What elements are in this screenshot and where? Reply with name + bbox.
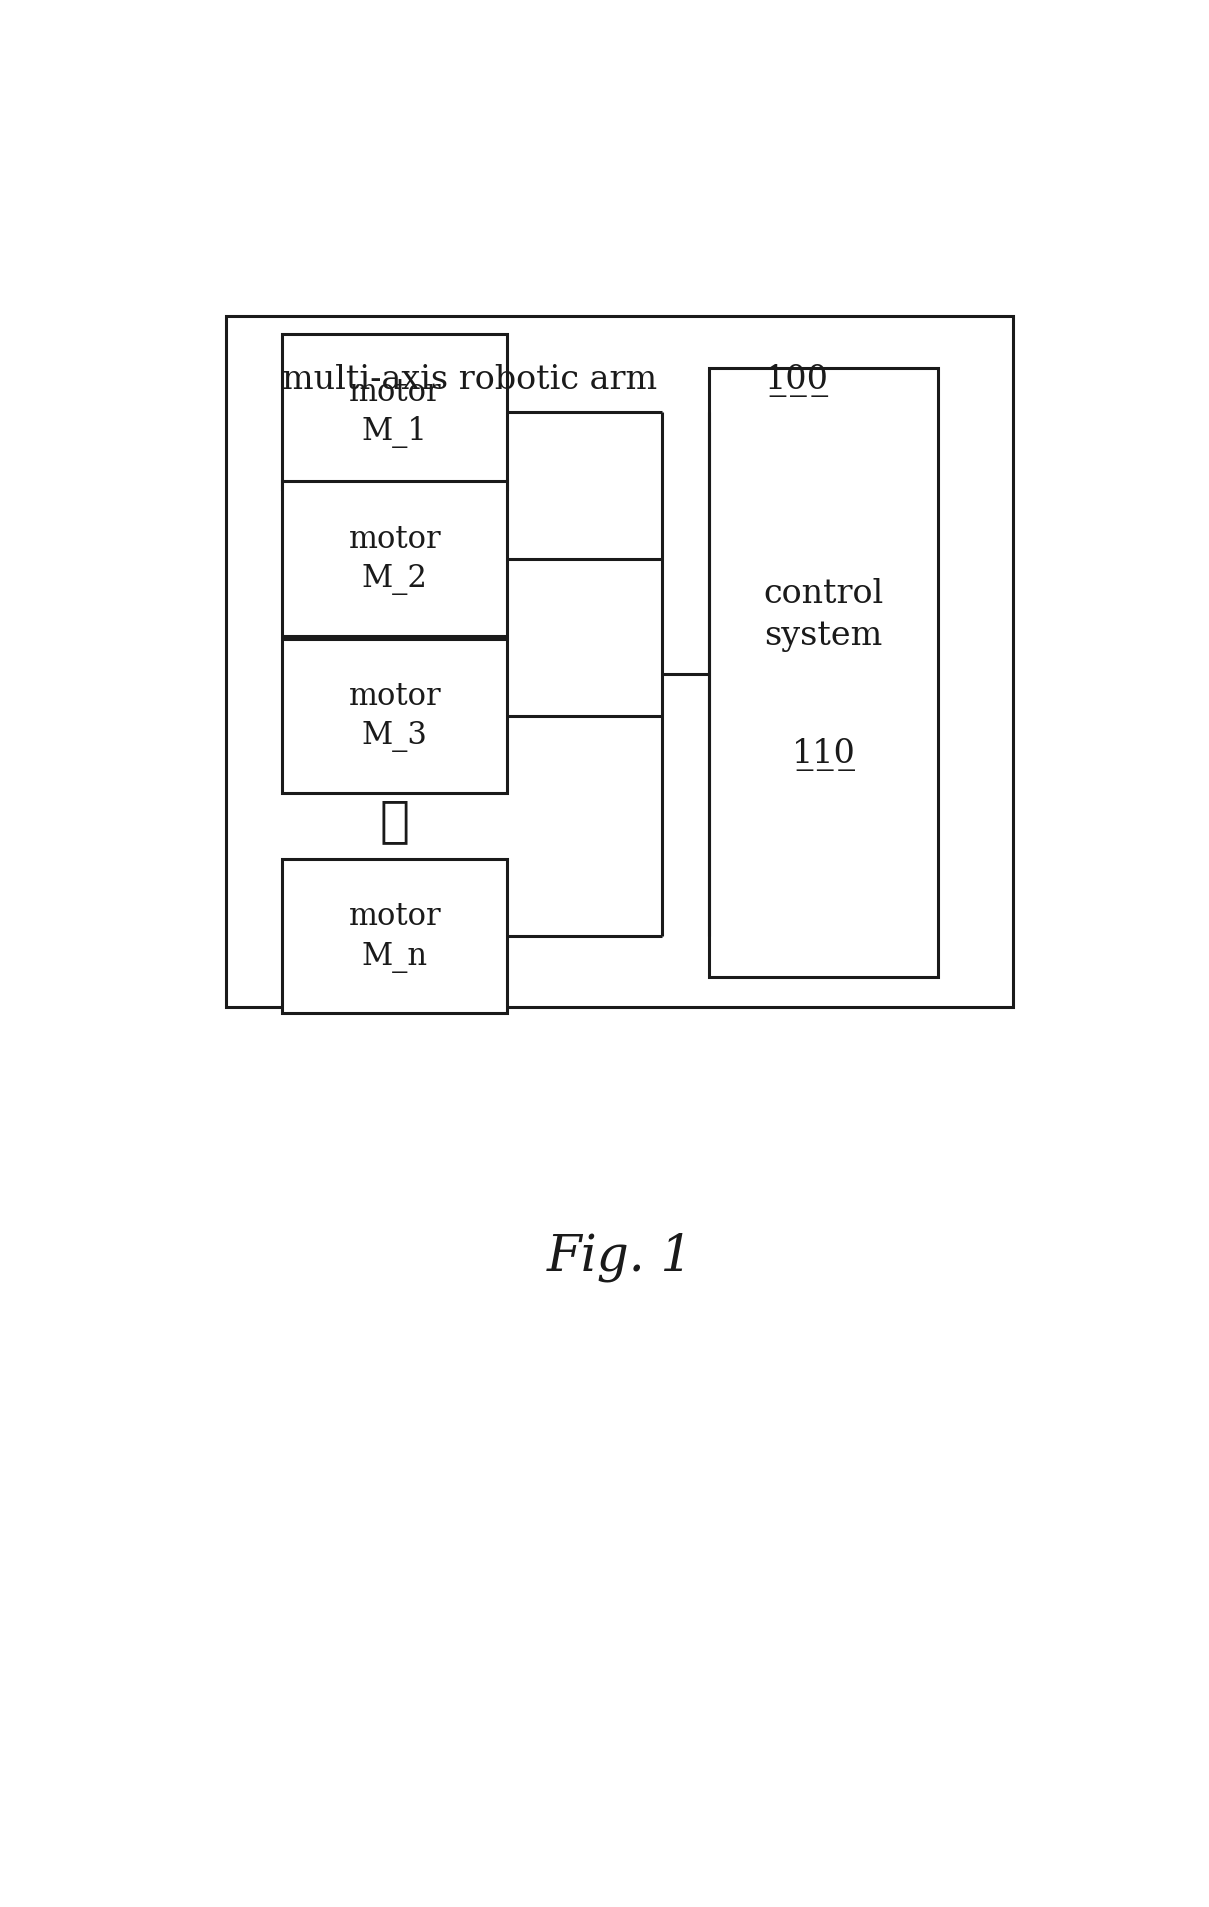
Text: motor
M_n: motor M_n <box>348 900 441 973</box>
Bar <box>283 639 508 793</box>
Text: 1̲0̲0̲: 1̲0̲0̲ <box>765 364 829 397</box>
Text: motor
M_2: motor M_2 <box>348 524 441 595</box>
Bar <box>708 368 938 978</box>
Text: motor
M_1: motor M_1 <box>348 378 441 448</box>
Bar <box>283 860 508 1015</box>
Text: motor
M_3: motor M_3 <box>348 681 441 751</box>
Text: ⋮: ⋮ <box>380 795 410 845</box>
Text: Fig. 1: Fig. 1 <box>546 1232 693 1282</box>
Text: multi-axis robotic arm: multi-axis robotic arm <box>283 364 669 397</box>
Text: control
system: control system <box>763 578 884 652</box>
Bar <box>283 482 508 637</box>
Text: 1̲1̲0̲: 1̲1̲0̲ <box>792 738 855 770</box>
Bar <box>283 336 508 490</box>
Bar <box>226 317 1013 1007</box>
